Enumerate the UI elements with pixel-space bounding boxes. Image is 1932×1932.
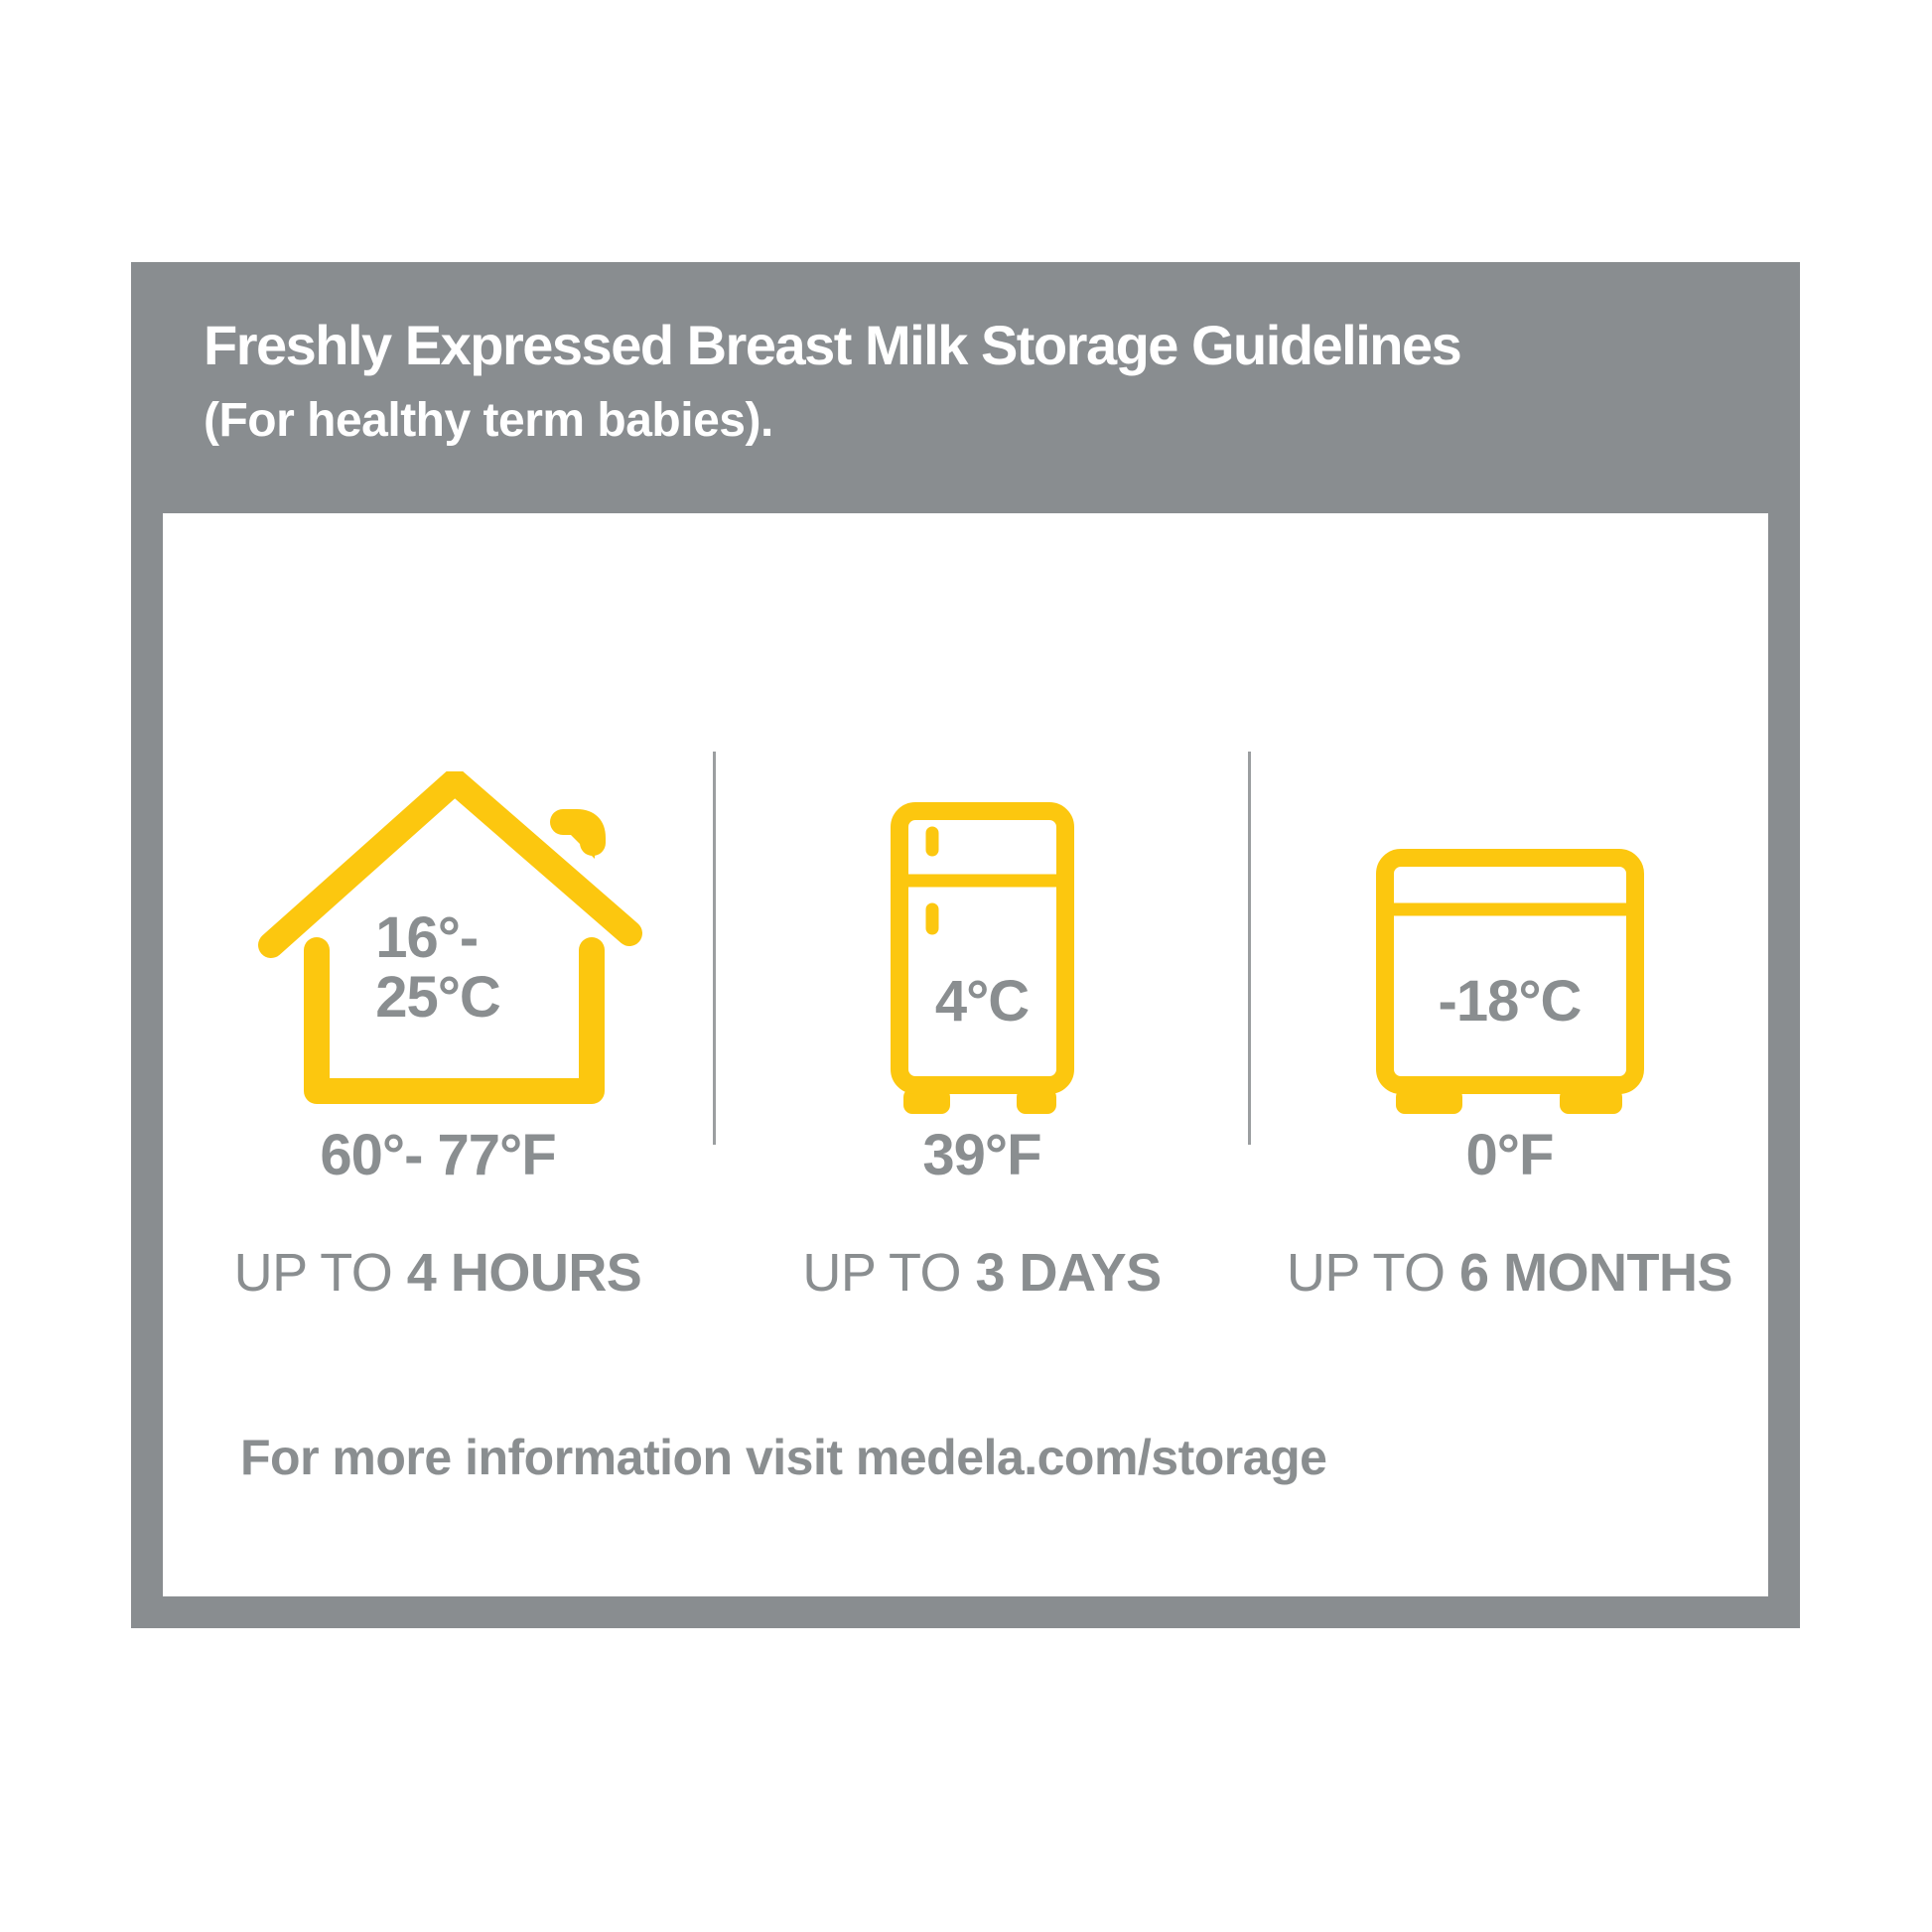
storage-columns: 16°- 25°C 60°- 77°F UP TO 4 HOURS — [163, 752, 1768, 1301]
content-panel: 16°- 25°C 60°- 77°F UP TO 4 HOURS — [163, 513, 1768, 1596]
refrigerator-duration-prefix: UP TO — [802, 1243, 961, 1303]
freezer-icon-zone: -18°C — [1375, 752, 1644, 1114]
page-title: Freshly Expressed Breast Milk Storage Gu… — [204, 314, 1462, 376]
house-icon: 16°- 25°C — [219, 771, 656, 1114]
page-subtitle: (For healthy term babies). — [204, 394, 773, 447]
refrigerator-temp-celsius: 4°C — [891, 972, 1074, 1032]
room-duration-prefix: UP TO — [233, 1243, 393, 1303]
column-divider — [713, 752, 716, 1145]
column-divider — [1248, 752, 1251, 1145]
freezer-duration-prefix: UP TO — [1286, 1243, 1446, 1303]
freezer-temp-fahrenheit: 0°F — [1465, 1123, 1555, 1187]
room-temp-celsius: 16°- 25°C — [219, 908, 656, 1028]
room-temp-c-line2: 25°C — [375, 965, 501, 1030]
room-temp-c-line1: 16°- — [375, 905, 479, 970]
refrigerator-temp-fahrenheit: 39°F — [922, 1123, 1041, 1187]
freezer-duration-value: 6 MONTHS — [1459, 1243, 1733, 1303]
freezer-temp-c: -18°C — [1438, 969, 1583, 1034]
column-room-temperature: 16°- 25°C 60°- 77°F UP TO 4 HOURS — [163, 752, 713, 1301]
room-duration-value: 4 HOURS — [406, 1243, 642, 1303]
refrigerator-duration-value: 3 DAYS — [975, 1243, 1163, 1303]
room-duration: UP TO 4 HOURS — [234, 1245, 642, 1301]
freezer-icon-svg — [1375, 849, 1644, 1114]
freezer-duration: UP TO 6 MONTHS — [1286, 1243, 1733, 1303]
infographic-frame: Freshly Expressed Breast Milk Storage Gu… — [131, 262, 1800, 1628]
house-icon-svg — [258, 771, 642, 1104]
refrigerator-duration: UP TO 3 DAYS — [802, 1243, 1163, 1303]
refrigerator-icon-svg — [890, 802, 1074, 1114]
refrigerator-icon-zone: 4°C — [890, 752, 1074, 1114]
room-icon-zone: 16°- 25°C — [219, 752, 656, 1114]
room-temp-fahrenheit: 60°- 77°F — [320, 1123, 556, 1187]
column-refrigerator: 4°C 39°F UP TO 3 DAYS — [716, 752, 1248, 1301]
refrigerator-temp-c: 4°C — [934, 969, 1030, 1034]
header: Freshly Expressed Breast Milk Storage Gu… — [131, 262, 1800, 448]
freezer-icon: -18°C — [1375, 849, 1644, 1114]
freezer-temp-celsius: -18°C — [1376, 972, 1644, 1032]
refrigerator-icon: 4°C — [890, 802, 1074, 1114]
column-freezer: -18°C 0°F UP TO 6 MONTHS — [1251, 752, 1768, 1301]
footer-info-text: For more information visit medela.com/st… — [240, 1430, 1327, 1485]
